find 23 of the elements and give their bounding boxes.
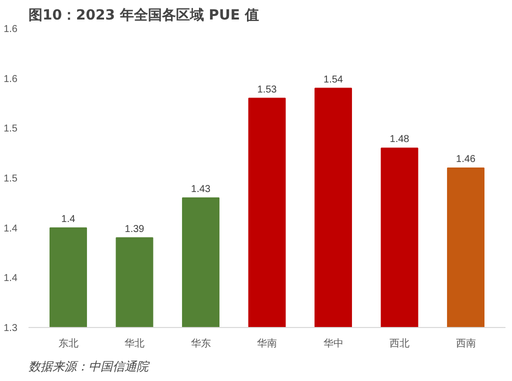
x-tick-label: 华中 bbox=[323, 338, 344, 350]
y-tick-label: 1.5 bbox=[4, 124, 18, 135]
y-tick-label: 1.3 bbox=[4, 323, 18, 334]
data-label: 1.53 bbox=[257, 84, 278, 96]
data-label: 1.43 bbox=[191, 184, 211, 195]
x-tick-label: 西南 bbox=[456, 338, 476, 350]
source-note: 数据来源：中国信通院 bbox=[28, 360, 150, 374]
x-tick-label: 华南 bbox=[257, 338, 277, 350]
y-tick-label: 1.5 bbox=[4, 174, 18, 184]
data-label: 1.54 bbox=[324, 74, 344, 86]
data-label: 1.4 bbox=[61, 214, 76, 225]
x-tick-label: 华东 bbox=[190, 338, 211, 350]
x-tick-label: 华北 bbox=[124, 338, 144, 350]
y-tick-label: 1.6 bbox=[4, 74, 18, 85]
x-tick-label: 东北 bbox=[58, 338, 78, 350]
y-tick-label: 1.4 bbox=[4, 223, 18, 234]
y-tick-label: 1.4 bbox=[4, 273, 18, 284]
chart-title: 图10：2023 年全国各区域 PUE 值 bbox=[28, 8, 259, 24]
data-label: 1.39 bbox=[124, 224, 145, 235]
x-tick-label: 西北 bbox=[390, 338, 410, 350]
data-label: 1.48 bbox=[390, 134, 410, 146]
data-label: 1.46 bbox=[456, 154, 476, 166]
y-tick-label: 1.6 bbox=[4, 24, 18, 35]
